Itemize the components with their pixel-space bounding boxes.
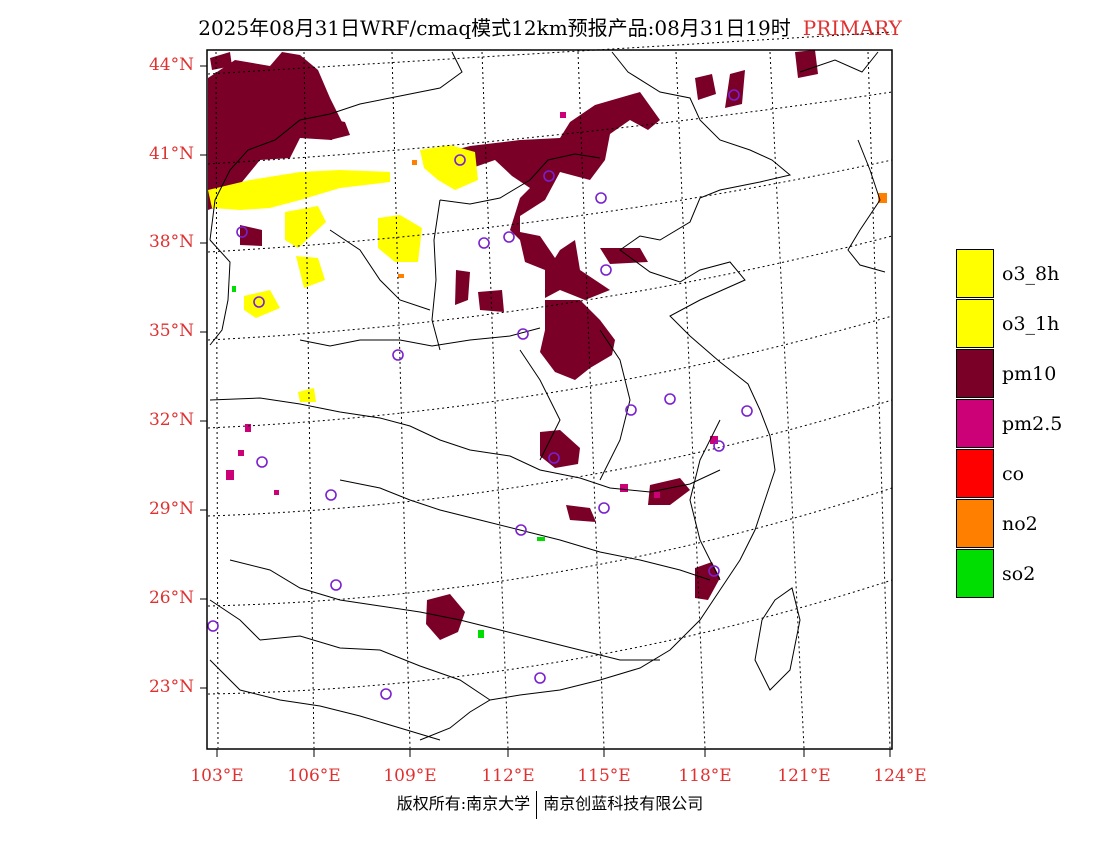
lat-label: 26°N (148, 588, 194, 608)
lon-label: 115°E (577, 766, 631, 786)
legend-swatch (956, 449, 994, 498)
lat-label: 32°N (148, 410, 194, 430)
lon-label: 103°E (190, 766, 244, 786)
footer-divider (536, 790, 538, 819)
legend-swatch (956, 299, 994, 348)
copyright-footer: 版权所有:南京大学 南京创蓝科技有限公司 (0, 790, 1100, 819)
boundaries (209, 51, 886, 741)
legend-item: co (956, 449, 1096, 499)
legend-label: o3_8h (1002, 263, 1060, 285)
legend-swatch (956, 349, 994, 398)
graticule (207, 31, 893, 749)
pm25-points (226, 112, 718, 498)
axis-ticks (200, 65, 891, 757)
lon-label: 106°E (287, 766, 341, 786)
pollutant-legend: o3_8h o3_1h pm10 pm2.5 co no2 so2 (956, 249, 1096, 599)
lat-label: 29°N (148, 499, 194, 519)
station-markers (207, 89, 753, 700)
lat-label: 38°N (148, 232, 194, 252)
legend-label: co (1002, 463, 1025, 485)
pm10-regions (208, 50, 818, 640)
title-text: 2025年08月31日WRF/cmaq模式12km预报产品:08月31日19时 (198, 16, 791, 40)
legend-label: pm2.5 (1002, 413, 1063, 435)
title-tag: PRIMARY (802, 16, 902, 40)
no2-so2-points (232, 160, 887, 638)
legend-swatch (956, 499, 994, 548)
legend-item: so2 (956, 549, 1096, 599)
legend-item: pm10 (956, 349, 1096, 399)
legend-swatch (956, 549, 994, 598)
map-title: 2025年08月31日WRF/cmaq模式12km预报产品:08月31日19时 P… (0, 12, 1100, 41)
legend-label: pm10 (1002, 363, 1057, 385)
legend-label: so2 (1002, 563, 1036, 585)
lon-label: 109°E (383, 766, 437, 786)
map-frame (206, 49, 893, 750)
lon-label: 124°E (873, 766, 927, 786)
lon-label: 118°E (678, 766, 732, 786)
legend-swatch (956, 399, 994, 448)
o3-regions (208, 145, 478, 402)
legend-label: no2 (1002, 513, 1038, 535)
copyright-left: 版权所有:南京大学 (396, 794, 531, 813)
legend-label: o3_1h (1002, 313, 1060, 335)
lat-label: 44°N (148, 55, 194, 75)
legend-item: no2 (956, 499, 1096, 549)
lat-label: 41°N (148, 144, 194, 164)
legend-item: o3_1h (956, 299, 1096, 349)
legend-item: o3_8h (956, 249, 1096, 299)
lat-label: 35°N (148, 321, 194, 341)
legend-item: pm2.5 (956, 399, 1096, 449)
lon-label: 121°E (777, 766, 831, 786)
lon-label: 112°E (481, 766, 535, 786)
copyright-right: 南京创蓝科技有限公司 (543, 794, 704, 813)
lat-label: 23°N (148, 677, 194, 697)
legend-swatch (956, 249, 994, 298)
